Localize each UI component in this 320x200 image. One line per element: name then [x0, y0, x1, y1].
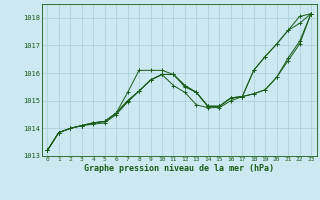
X-axis label: Graphe pression niveau de la mer (hPa): Graphe pression niveau de la mer (hPa): [84, 164, 274, 173]
